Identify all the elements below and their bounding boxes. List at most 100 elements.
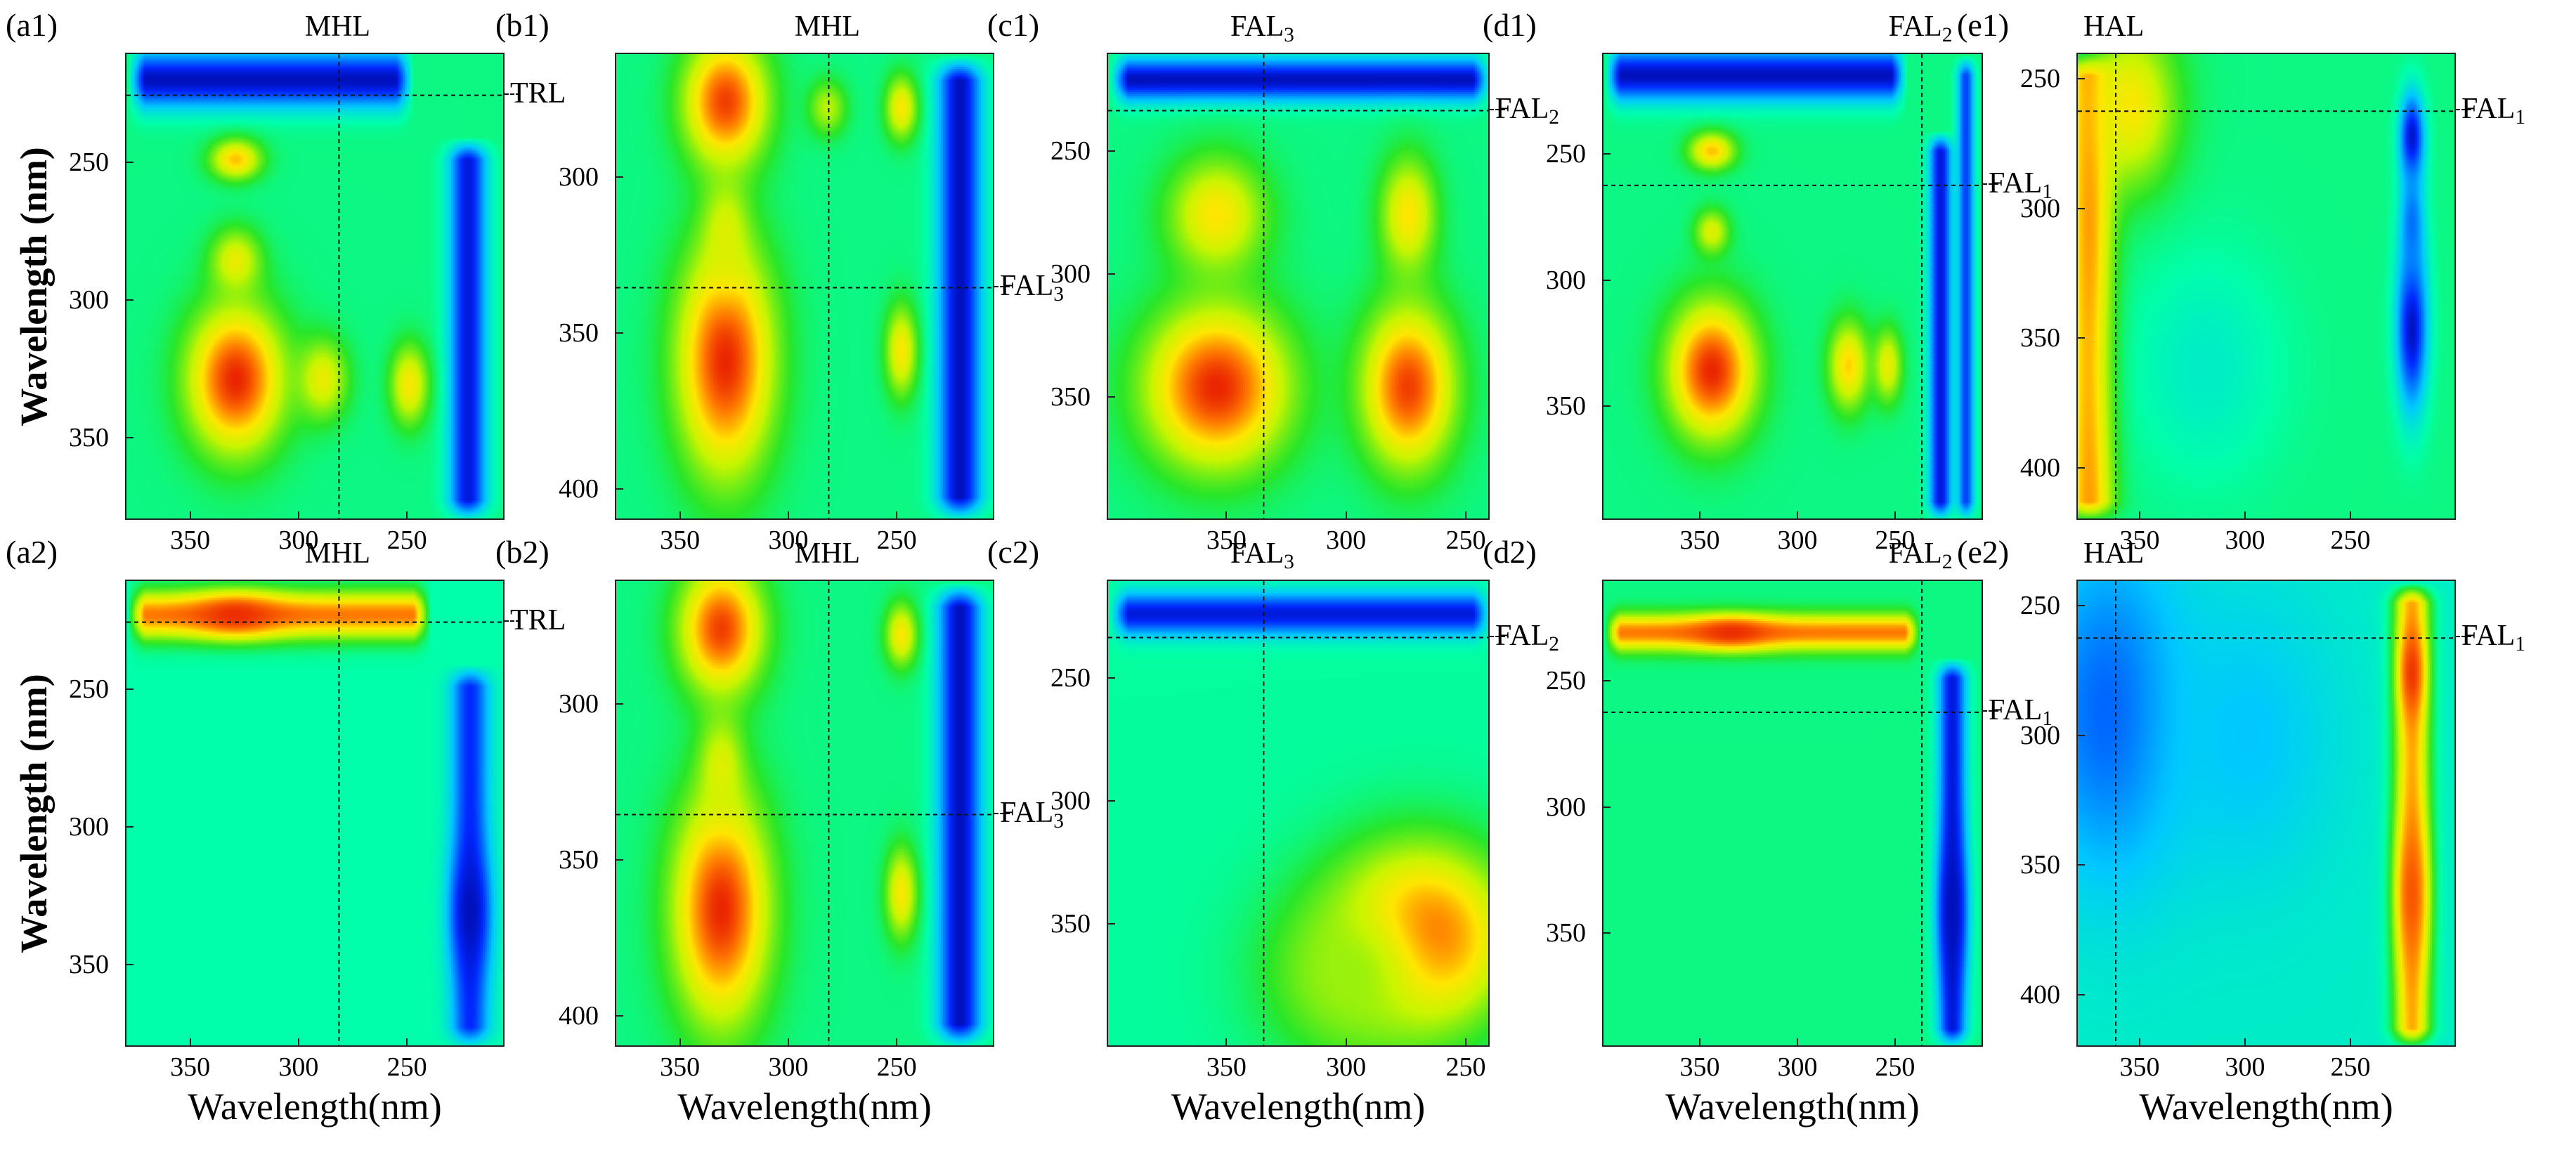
x-tick-mark — [189, 511, 191, 520]
dashed-line-extension — [1490, 108, 1505, 110]
y-tick-label: 250 — [2020, 63, 2060, 93]
x-tick-mark — [1698, 1038, 1700, 1047]
x-tick-mark — [1225, 511, 1228, 520]
y-tick-mark — [1602, 152, 1611, 155]
top-label: FAL2 — [1889, 539, 1953, 573]
panel-label: (c2) — [987, 534, 1040, 570]
y-tick-mark — [2076, 994, 2085, 996]
y-tick-label: 400 — [2020, 453, 2060, 483]
reference-lines — [1108, 54, 1488, 518]
dashed-line-extension — [1490, 635, 1505, 637]
y-tick-label: 350 — [2020, 323, 2060, 353]
panel-label: (d1) — [1483, 7, 1537, 43]
y-tick-label: 250 — [2020, 590, 2060, 620]
x-tick-mark — [1345, 1038, 1347, 1047]
panel-label: (a1) — [6, 7, 58, 43]
side-label: FAL2 — [1495, 621, 1559, 655]
label-subscript: 3 — [1053, 282, 1064, 306]
x-tick-label: 350 — [660, 1052, 701, 1082]
y-tick-label: 350 — [69, 422, 109, 452]
top-label: MHL — [304, 11, 371, 43]
label-subscript: 3 — [1284, 551, 1294, 574]
heatmap-panel-b2 — [615, 580, 994, 1047]
top-label: HAL — [2083, 537, 2145, 570]
x-tick-mark — [1796, 1038, 1798, 1047]
label-subscript: 1 — [2042, 707, 2053, 731]
x-axis-title: Wavelength(nm) — [188, 1085, 442, 1128]
y-tick-mark — [1602, 279, 1611, 281]
x-tick-label: 300 — [768, 525, 809, 555]
y-tick-mark — [2076, 864, 2085, 866]
label-base: FAL — [1495, 92, 1549, 125]
x-tick-mark — [787, 1038, 789, 1047]
side-label: FAL2 — [1495, 94, 1559, 129]
panel-label: (e2) — [1957, 534, 2010, 570]
x-tick-label: 250 — [386, 1052, 427, 1082]
side-label: FAL3 — [1000, 271, 1064, 306]
x-tick-label: 300 — [1777, 1052, 1818, 1082]
heatmap-panel-e2 — [2076, 580, 2456, 1047]
y-tick-mark — [2076, 77, 2085, 79]
reference-lines — [126, 54, 503, 518]
label-base: FAL — [1230, 537, 1284, 570]
heatmap-image — [1604, 54, 1982, 518]
panel-label: (c1) — [987, 7, 1040, 43]
y-tick-label: 300 — [69, 285, 109, 315]
x-tick-label: 250 — [2330, 1052, 2371, 1082]
y-tick-label: 350 — [1546, 391, 1586, 422]
dashed-line-extension — [505, 620, 520, 622]
x-tick-mark — [787, 511, 789, 520]
label-base: FAL — [1000, 269, 1054, 302]
label-base: FAL — [2461, 93, 2516, 126]
y-tick-mark — [615, 703, 623, 705]
heatmap-image — [1108, 581, 1488, 1045]
x-axis-title: Wavelength(nm) — [1665, 1085, 1920, 1128]
x-tick-mark — [1698, 511, 1700, 520]
y-tick-label: 300 — [1050, 786, 1091, 816]
y-tick-mark — [1107, 150, 1115, 152]
y-tick-label: 300 — [2020, 193, 2060, 223]
y-tick-label: 300 — [69, 812, 109, 842]
y-tick-label: 250 — [1050, 136, 1091, 166]
dashed-line-extension — [2456, 109, 2471, 111]
heatmap-panel-c1 — [1107, 53, 1490, 520]
reference-lines — [1604, 54, 1982, 518]
heatmap-panel-e1 — [2076, 53, 2456, 520]
dashed-line-extension — [2456, 636, 2471, 638]
x-tick-label: 350 — [1679, 1052, 1720, 1082]
y-tick-label: 350 — [1050, 909, 1091, 939]
x-tick-label: 250 — [876, 525, 917, 555]
x-tick-mark — [2139, 511, 2140, 520]
x-tick-mark — [1796, 511, 1798, 520]
x-tick-mark — [297, 1038, 299, 1047]
reference-lines — [2078, 54, 2454, 518]
x-tick-label: 300 — [278, 525, 319, 555]
label-subscript: 2 — [1549, 632, 1559, 655]
side-label: FAL1 — [1989, 695, 2053, 730]
y-tick-label: 250 — [1546, 138, 1586, 169]
side-label: FAL1 — [1989, 169, 2053, 203]
y-tick-mark — [125, 299, 134, 301]
heatmap-panel-a2 — [125, 580, 505, 1047]
y-tick-label: 350 — [559, 845, 599, 875]
y-tick-mark — [125, 162, 134, 164]
y-tick-label: 300 — [1546, 792, 1586, 822]
top-label: MHL — [794, 537, 861, 570]
top-label: MHL — [304, 537, 371, 570]
x-axis-title: Wavelength(nm) — [1171, 1085, 1426, 1128]
x-tick-label: 350 — [170, 1052, 211, 1082]
y-tick-label: 250 — [1546, 665, 1586, 695]
heatmap-image — [126, 581, 503, 1045]
top-label: HAL — [2083, 11, 2145, 43]
x-tick-label: 300 — [2225, 525, 2265, 555]
heatmap-panel-d1 — [1602, 53, 1983, 520]
label-subscript: 2 — [1941, 24, 1953, 47]
x-tick-label: 250 — [1445, 525, 1486, 555]
y-tick-mark — [2076, 337, 2085, 339]
label-subscript: 1 — [2042, 181, 2053, 204]
label-base: FAL — [1888, 537, 1942, 570]
y-axis-title: Wavelength (nm) — [13, 146, 55, 426]
y-tick-mark — [615, 176, 623, 178]
x-tick-label: 350 — [2119, 525, 2160, 555]
heatmap-image — [2078, 581, 2454, 1045]
